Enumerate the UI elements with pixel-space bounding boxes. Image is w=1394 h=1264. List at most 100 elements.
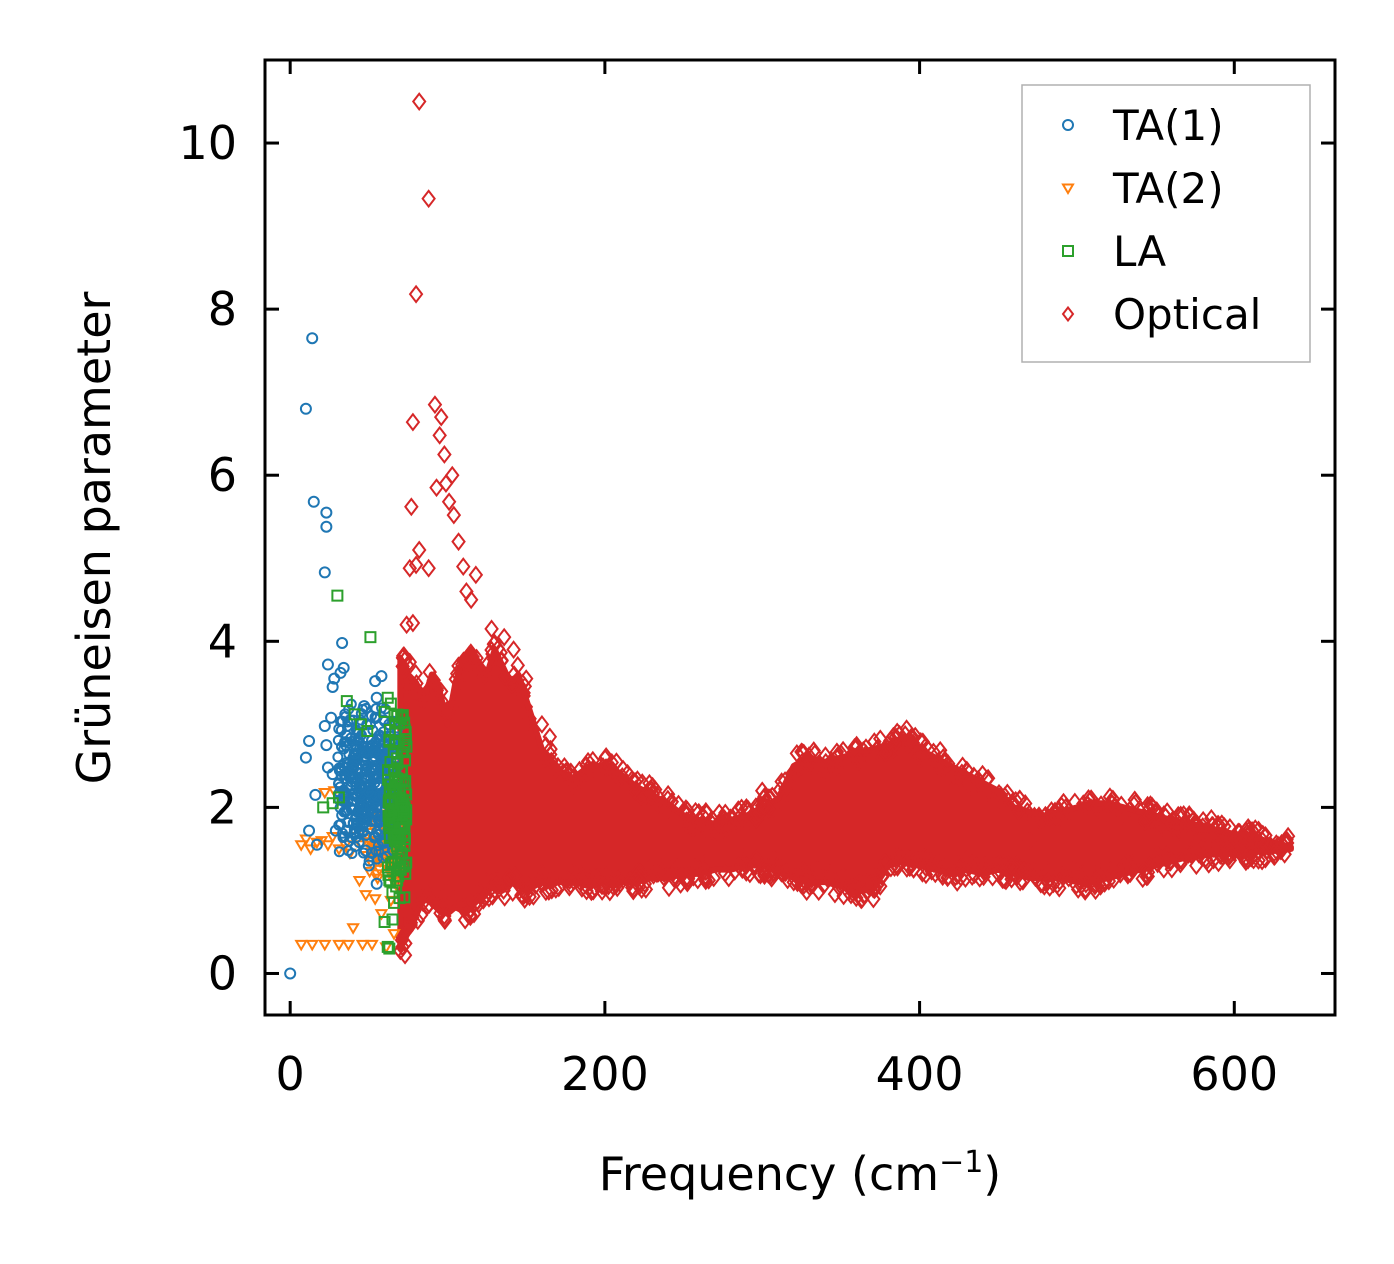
optical-point <box>748 849 764 869</box>
optical-point <box>935 748 951 768</box>
y-tick-label: 10 <box>178 116 237 170</box>
optical-point <box>516 683 531 703</box>
ta-2-point <box>341 939 356 952</box>
ta-2-point <box>305 939 319 952</box>
ta-1-point <box>303 824 316 837</box>
optical-point <box>1028 866 1043 886</box>
optical-point <box>1183 845 1199 864</box>
optical-point <box>851 751 866 771</box>
optical-point <box>635 773 650 793</box>
optical-point <box>761 799 776 819</box>
ta-1-point <box>307 495 320 508</box>
optical-point <box>434 691 450 711</box>
optical-point <box>1077 869 1093 889</box>
ta-2-point <box>318 787 332 800</box>
optical-point <box>872 876 888 896</box>
x-axis-title-close: ) <box>983 1147 1001 1201</box>
optical-point <box>786 872 801 892</box>
optical-point <box>940 754 956 774</box>
ta-2-point <box>352 875 367 888</box>
ta-2-point <box>374 909 389 921</box>
la-point <box>388 896 401 909</box>
optical-point <box>1069 862 1084 882</box>
ta-2-point <box>325 831 340 844</box>
optical-point <box>904 735 919 755</box>
optical-point <box>421 558 436 578</box>
optical-point <box>415 691 431 711</box>
optical-point <box>839 869 854 889</box>
ta-1-point <box>310 838 323 851</box>
optical-point <box>883 731 898 751</box>
optical-point <box>521 876 537 896</box>
optical-point <box>717 863 733 883</box>
la-point <box>394 847 407 860</box>
optical-point <box>437 445 452 464</box>
optical-point <box>1137 812 1153 832</box>
optical-point <box>713 814 728 834</box>
ta-1-point <box>338 743 350 755</box>
optical-point <box>622 872 638 892</box>
optical-point <box>405 613 421 633</box>
optical-point <box>548 879 564 899</box>
optical-point <box>1186 810 1202 830</box>
optical-point <box>441 492 457 512</box>
ta-1-point <box>321 658 334 671</box>
optical-point <box>1104 793 1119 813</box>
optical-point <box>463 905 478 925</box>
y-tick-label: 8 <box>208 282 237 336</box>
ta-1-point <box>337 661 350 674</box>
optical-point <box>1101 800 1117 819</box>
legend-marker-optical <box>1061 305 1075 323</box>
y-tick-label: 4 <box>208 614 237 668</box>
optical-point <box>489 871 504 891</box>
ta-1-point <box>344 737 356 749</box>
optical-point <box>660 789 676 809</box>
ta-1-point <box>367 805 380 818</box>
optical-point <box>581 872 597 892</box>
optical-point <box>1011 802 1027 821</box>
optical-point <box>410 911 426 931</box>
optical-point <box>1077 882 1093 901</box>
la-point <box>383 822 396 835</box>
la-point <box>384 697 397 710</box>
legend: TA(1) TA(2) LA Optical <box>1021 84 1311 363</box>
optical-point <box>1149 845 1165 865</box>
optical-point <box>627 772 643 791</box>
optical-point <box>656 864 672 883</box>
ta-1-point <box>320 739 333 752</box>
la-point <box>399 754 412 767</box>
optical-point <box>804 863 820 883</box>
optical-point <box>402 558 418 578</box>
ta-1-point <box>359 844 372 857</box>
ta-1-point <box>371 826 383 838</box>
optical-point <box>422 883 437 903</box>
la-point <box>397 805 410 818</box>
la-point <box>395 765 408 778</box>
optical-point <box>403 915 418 935</box>
optical-point <box>433 681 449 701</box>
optical-point <box>547 868 562 888</box>
optical-point <box>1140 862 1156 882</box>
optical-point <box>857 885 872 905</box>
optical-point <box>915 742 931 762</box>
ta-1-point <box>340 824 353 837</box>
optical-point <box>1142 806 1157 826</box>
optical-point <box>833 743 849 763</box>
la-point <box>391 874 404 887</box>
optical-point <box>556 762 571 782</box>
optical-point <box>902 849 918 869</box>
optical-point <box>671 794 686 814</box>
optical-point <box>487 880 502 900</box>
ta-1-point <box>353 726 366 739</box>
ta-1-point <box>369 713 381 725</box>
optical-point <box>731 856 746 875</box>
optical-point <box>670 858 686 878</box>
ta-1-point <box>373 845 385 857</box>
optical-point <box>615 759 631 779</box>
optical-point <box>397 945 413 965</box>
x-tick-label: 200 <box>561 1047 649 1101</box>
ta-2-point <box>387 929 401 941</box>
ta-1-point <box>338 806 350 818</box>
ta-1-point <box>299 402 312 415</box>
optical-point <box>544 880 560 900</box>
